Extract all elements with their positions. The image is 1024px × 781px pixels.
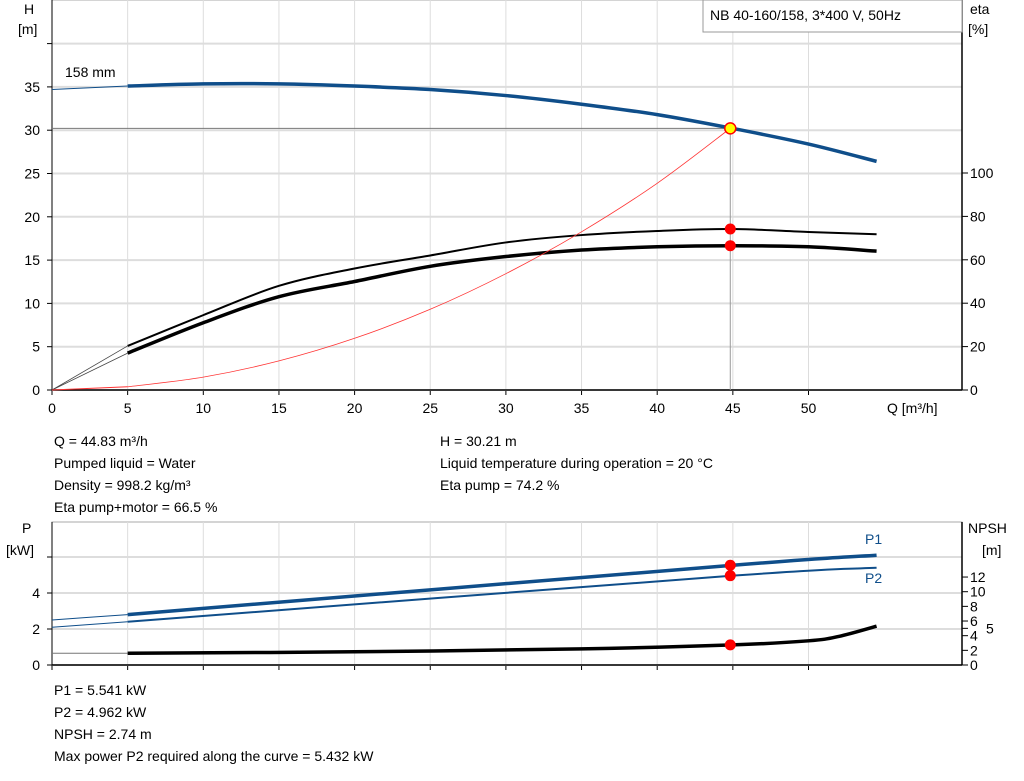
- p1-label: P1: [865, 531, 882, 547]
- top-y-right-tick-label: 80: [970, 208, 986, 224]
- info-eta-pump: Eta pump = 74.2 %: [440, 477, 560, 493]
- bottom-y-left-tick-label: 4: [32, 585, 40, 601]
- y-right-label-bot-1: NPSH: [968, 520, 1007, 536]
- top-y-right-tick-label: 100: [970, 165, 994, 181]
- bottom-y-right-tick-label: 8: [970, 598, 978, 614]
- eta-pump-point: [724, 223, 736, 235]
- top-plot-area: [51, 0, 963, 391]
- p1-curve: [127, 553, 877, 617]
- top-y-right-tick-label: 20: [970, 339, 986, 355]
- y-left-label-bot-1: P: [22, 520, 31, 536]
- top-y-left-tick-label: 0: [32, 382, 40, 398]
- x-tick-label: 50: [801, 400, 817, 416]
- top-y-left-tick-label: 30: [24, 122, 40, 138]
- top-y-left-tick-label: 5: [32, 339, 40, 355]
- top-y-left-tick-label: 35: [24, 79, 40, 95]
- top-y-left-tick-label: 25: [24, 166, 40, 182]
- y-right-label-top-2: [%]: [968, 21, 988, 37]
- eta-pump-motor-curve: [126, 243, 877, 355]
- bottom-y-right-tick-label: 4: [970, 628, 978, 644]
- top-y-right-tick-label: 60: [970, 252, 986, 268]
- duty-info-right: H = 30.21 m Liquid temperature during op…: [440, 430, 713, 496]
- impeller-label: 158 mm: [65, 64, 116, 80]
- head-curve-extension: [51, 85, 128, 90]
- system-curve: [127, 128, 731, 388]
- top-y-right-tick-label: 40: [970, 295, 986, 311]
- p1-point: [724, 559, 736, 571]
- info-temperature: Liquid temperature during operation = 20…: [440, 455, 713, 471]
- info-eta-pump-motor: Eta pump+motor = 66.5 %: [54, 499, 218, 515]
- x-tick-label: 5: [124, 400, 132, 416]
- y-left-label-top-2: [m]: [18, 21, 37, 37]
- top-y-right-tick-label: 0: [970, 382, 978, 398]
- info-q: Q = 44.83 m³/h: [54, 433, 148, 449]
- head-curve: [127, 81, 878, 164]
- system-curve-extension: [51, 386, 128, 391]
- bottom-y-right-tick-label: 10: [970, 584, 986, 600]
- info-p2: P2 = 4.962 kW: [54, 704, 147, 720]
- bottom-y-left-tick-label: 0: [32, 657, 40, 673]
- npsh-curve: [127, 624, 878, 656]
- eta-pump-motor-point: [724, 240, 736, 252]
- legend-text: NB 40-160/158, 3*400 V, 50Hz: [710, 7, 901, 23]
- bottom-y-right-tick-label: 12: [970, 569, 986, 585]
- legend-box: [702, 0, 963, 33]
- p2-label: P2: [865, 570, 882, 586]
- power-info: P1 = 5.541 kW P2 = 4.962 kW NPSH = 2.74 …: [54, 679, 373, 767]
- duty-point: [724, 122, 737, 135]
- bottom-y-right-tick-label: 6: [970, 613, 978, 629]
- info-liquid: Pumped liquid = Water: [54, 455, 196, 471]
- x-tick-label: 35: [574, 400, 590, 416]
- duty-info-left: Q = 44.83 m³/h Pumped liquid = Water Den…: [54, 430, 217, 518]
- y-left-label-bot-2: [kW]: [6, 542, 34, 558]
- x-axis-label: Q [m³/h]: [887, 400, 938, 416]
- top-y-left-tick-label: 20: [24, 209, 40, 225]
- eta-pump-curve: [127, 227, 877, 347]
- y-right-label-bot-2: [m]: [982, 542, 1001, 558]
- x-tick-label: 45: [725, 400, 741, 416]
- eta-pump-extension: [51, 345, 128, 391]
- info-npsh: NPSH = 2.74 m: [54, 726, 152, 742]
- top-y-left-tick-label: 10: [24, 295, 40, 311]
- p2-curve-extension: [51, 621, 128, 628]
- x-tick-label: 30: [498, 400, 514, 416]
- x-tick-label: 15: [271, 400, 287, 416]
- x-tick-label: 10: [196, 400, 212, 416]
- bottom-y-right-tick-label: 2: [970, 642, 978, 658]
- x-tick-label: 20: [347, 400, 363, 416]
- info-density: Density = 998.2 kg/m³: [54, 477, 191, 493]
- info-p1: P1 = 5.541 kW: [54, 682, 147, 698]
- bottom-y-right-tick-label: 0: [970, 657, 978, 673]
- y-left-label-top-1: H: [24, 1, 34, 17]
- bottom-y-right-tick-label: 5: [986, 620, 994, 636]
- x-tick-label: 25: [422, 400, 438, 416]
- y-right-label-top-1: eta: [970, 1, 990, 17]
- p2-curve: [127, 566, 877, 623]
- p1-curve-extension: [51, 614, 128, 621]
- eta-pump-motor-extension: [51, 352, 128, 391]
- x-tick-label: 40: [649, 400, 665, 416]
- p2-point: [724, 570, 736, 582]
- npsh-point: [724, 639, 736, 651]
- info-h: H = 30.21 m: [440, 433, 517, 449]
- bottom-y-left-tick-label: 2: [32, 621, 40, 637]
- top-y-left-tick-label: 15: [24, 252, 40, 268]
- info-max-p2: Max power P2 required along the curve = …: [54, 748, 374, 764]
- x-tick-label: 0: [48, 400, 56, 416]
